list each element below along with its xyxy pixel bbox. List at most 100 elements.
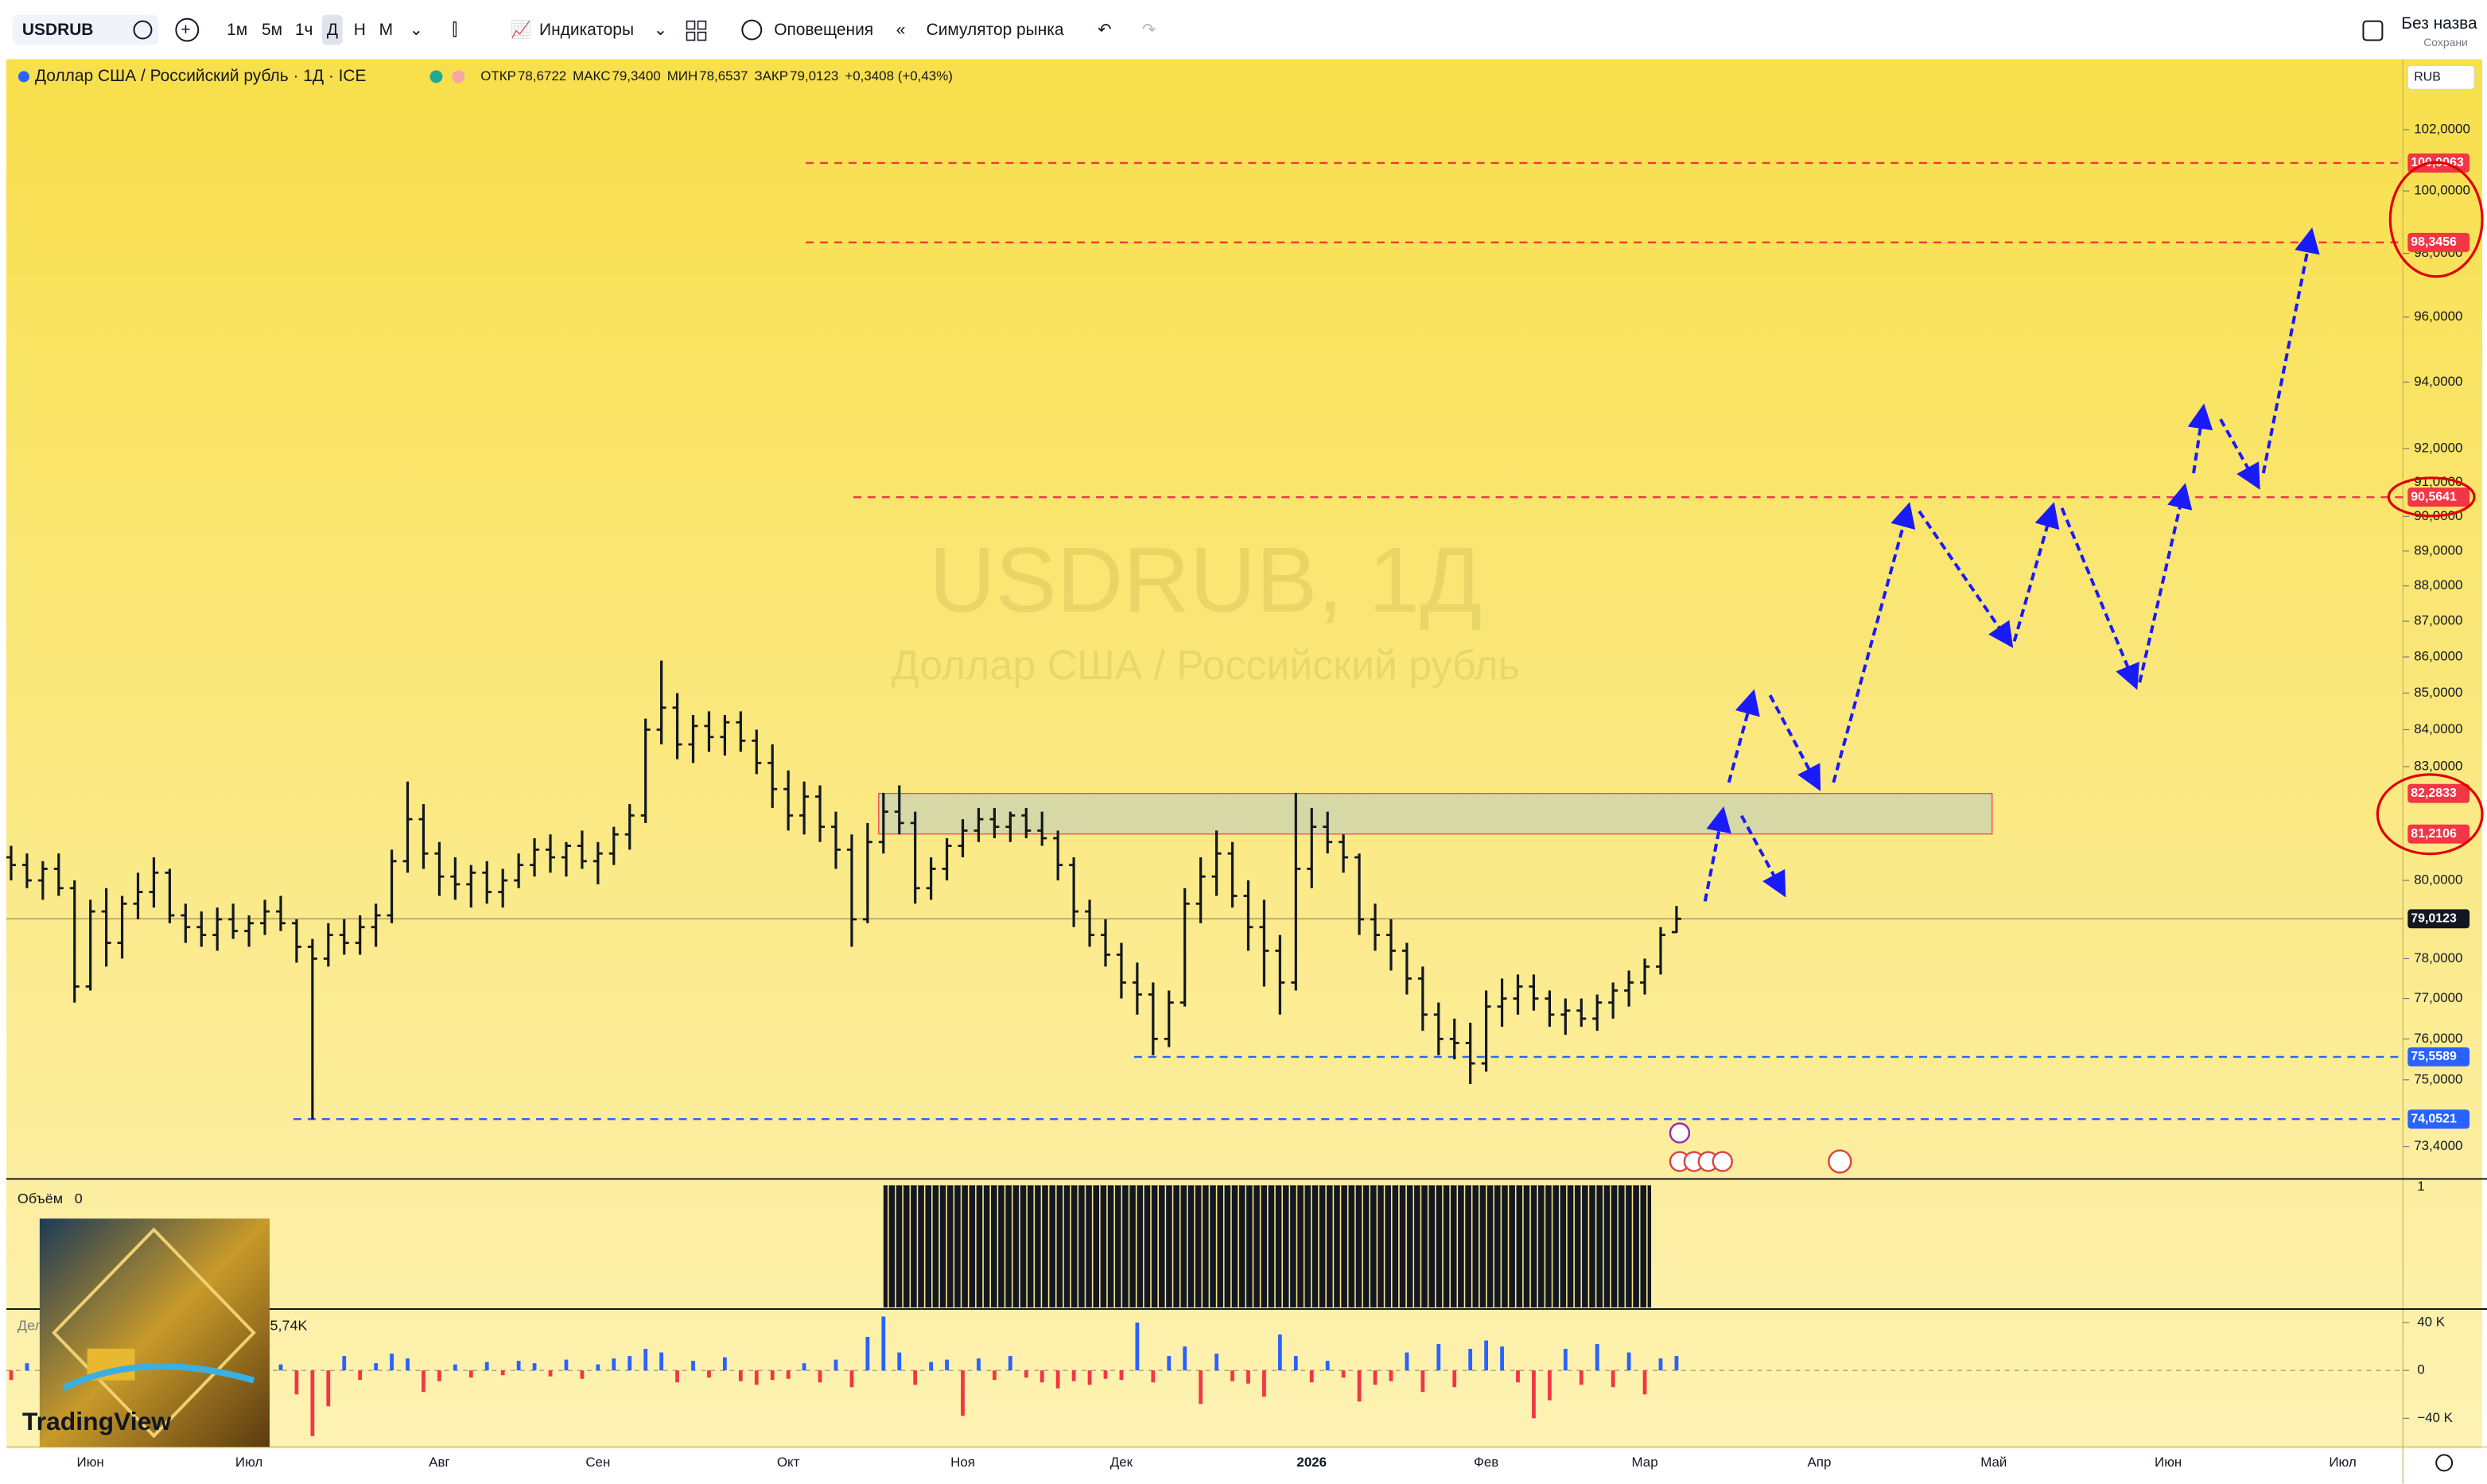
- delta-bar: [1420, 1370, 1425, 1393]
- interval-button[interactable]: 1м: [227, 21, 247, 39]
- interval-button[interactable]: 1ч: [295, 21, 313, 39]
- simulator-button[interactable]: Симулятор рынка: [927, 21, 1064, 39]
- event-icon[interactable]: [1669, 1122, 1691, 1144]
- interval-dropdown[interactable]: ⌄: [410, 21, 424, 39]
- delta-bar: [468, 1370, 473, 1378]
- legend-value: 79,0123: [790, 68, 838, 84]
- delta-bar: [834, 1359, 838, 1371]
- delta-bar: [596, 1364, 600, 1371]
- delta-bar: [612, 1358, 616, 1371]
- highlight-circle: [2387, 476, 2476, 518]
- delta-bar: [1579, 1370, 1584, 1385]
- redo-button[interactable]: ↷: [1142, 21, 1156, 39]
- event-icon[interactable]: [1828, 1149, 1852, 1174]
- watermark-title: USDRUB, 1Д: [929, 528, 1482, 631]
- delta-bar: [913, 1370, 918, 1385]
- interval-active[interactable]: [321, 14, 343, 45]
- currency-button[interactable]: [2407, 64, 2475, 90]
- price-badge: [2407, 232, 2470, 252]
- delta-bar: [278, 1364, 283, 1371]
- symbol[interactable]: USDRUB: [22, 21, 94, 39]
- chart-type-button[interactable]: ⫿: [452, 21, 457, 39]
- delta-bar: [1214, 1354, 1218, 1371]
- compare-button[interactable]: [175, 17, 200, 42]
- interval-button[interactable]: Н: [354, 21, 366, 39]
- currency[interactable]: RUB: [2414, 71, 2441, 84]
- save-status: Сохрани: [2423, 36, 2468, 49]
- delta-bar: [564, 1359, 569, 1371]
- delta-bar: [738, 1370, 743, 1381]
- delta-bar: [1008, 1356, 1012, 1371]
- forecast-arrow: [2261, 227, 2320, 474]
- delta-bar: [1405, 1352, 1409, 1371]
- delta-bar: [993, 1370, 997, 1381]
- delta-bar: [849, 1370, 854, 1388]
- symbol-search[interactable]: [12, 14, 159, 45]
- delta-bar: [1674, 1356, 1679, 1371]
- alerts-icon[interactable]: [741, 19, 763, 41]
- forecast-arrow: [2012, 502, 2060, 642]
- delta-bar: [342, 1356, 347, 1371]
- interval-button[interactable]: М: [379, 21, 393, 39]
- delta-bar: [374, 1363, 379, 1371]
- x-tick-label: Июн: [77, 1455, 104, 1470]
- interval-button[interactable]: 5м: [262, 21, 282, 39]
- price-badge-label: 75,5589: [2411, 1050, 2457, 1063]
- delta-bar: [786, 1370, 791, 1379]
- delta-bar: [25, 1363, 29, 1371]
- delta-bar: [422, 1370, 426, 1393]
- delta-bar: [1468, 1349, 1473, 1371]
- delta-bar: [532, 1363, 537, 1371]
- layout-name[interactable]: Без назва: [2401, 14, 2477, 33]
- delta-bar: [707, 1370, 711, 1378]
- indicators-dropdown[interactable]: ⌄: [654, 21, 668, 39]
- undo-button[interactable]: ↶: [1098, 21, 1112, 39]
- price-badge: [2407, 488, 2470, 507]
- delta-bar: [358, 1370, 363, 1381]
- compare-plus[interactable]: +: [181, 21, 190, 39]
- delta-bar: [1611, 1370, 1615, 1388]
- delta-bar: [1199, 1370, 1203, 1404]
- event-icon[interactable]: [1712, 1151, 1733, 1172]
- symbol-flag: [17, 71, 29, 83]
- delta-bar: [1071, 1370, 1076, 1381]
- delta-bar: [1658, 1358, 1663, 1371]
- y-tick-label: 92,0000: [2414, 440, 2462, 455]
- delta-bar: [500, 1370, 505, 1376]
- delta-bar: [770, 1370, 775, 1381]
- forecast-arrow: [1832, 502, 1916, 783]
- delta-bar: [1087, 1370, 1092, 1385]
- settings-button[interactable]: [2435, 1454, 2454, 1472]
- y-tick-label: 84,0000: [2414, 721, 2462, 736]
- layout-icon[interactable]: [2362, 20, 2384, 41]
- alerts-button[interactable]: Оповещения: [774, 21, 873, 39]
- replay-icon[interactable]: «: [896, 21, 906, 39]
- delta-bar: [754, 1370, 759, 1385]
- y-tick-label: 96,0000: [2414, 309, 2462, 324]
- watermark-subtitle: Доллар США / Российский рубль: [892, 642, 1520, 688]
- interval-button[interactable]: Д: [327, 21, 338, 39]
- delta-bar: [580, 1370, 585, 1379]
- delta-bar: [1167, 1356, 1172, 1371]
- templates-icon[interactable]: [697, 20, 707, 30]
- legend-label: МАКС: [573, 68, 610, 84]
- forecast-arrow: [1703, 806, 1731, 902]
- y-tick-label: 76,0000: [2414, 1031, 2462, 1046]
- highlight-circle: [2388, 161, 2484, 278]
- delta-bar: [1547, 1370, 1552, 1400]
- price-badge-label: 98,3456: [2411, 235, 2457, 249]
- delta-bar: [390, 1354, 394, 1371]
- templates-icon[interactable]: [686, 20, 696, 30]
- delta-bar: [628, 1356, 632, 1371]
- y-tick-label: 80,0000: [2414, 872, 2462, 888]
- indicators-icon[interactable]: 📈: [511, 20, 531, 39]
- x-tick-label: Окт: [777, 1455, 800, 1470]
- delta-bar: [1452, 1370, 1457, 1388]
- x-tick-label: Ноя: [950, 1455, 975, 1470]
- delta-bar: [945, 1359, 949, 1371]
- symbol-icon[interactable]: [133, 20, 153, 40]
- forecast-arrows: [1703, 227, 2320, 902]
- templates-icon[interactable]: [686, 31, 696, 41]
- templates-icon[interactable]: [697, 31, 707, 41]
- indicators-button[interactable]: Индикаторы: [539, 21, 634, 39]
